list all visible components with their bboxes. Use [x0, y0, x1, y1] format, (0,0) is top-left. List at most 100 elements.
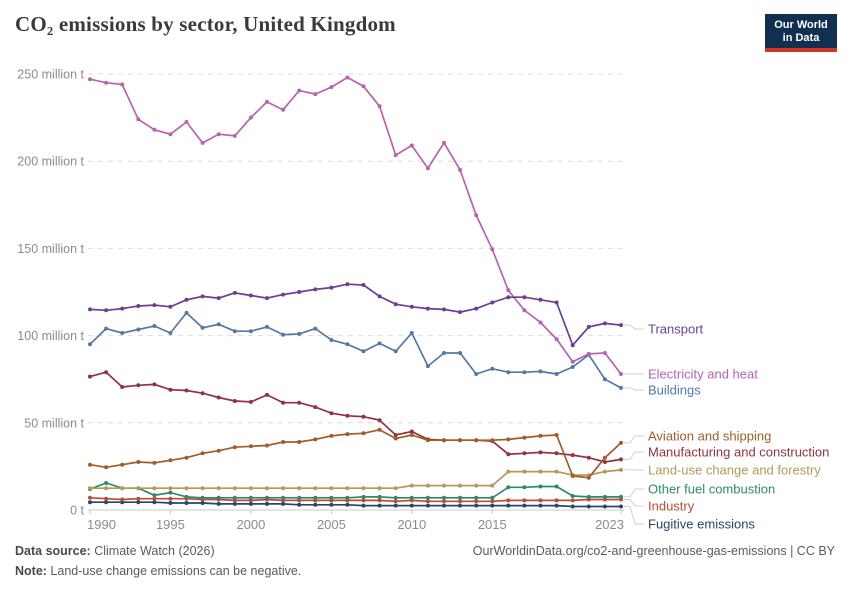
data-point-land-use-change-and-forestry-2012[interactable]: [442, 483, 446, 488]
data-point-buildings-2014[interactable]: [474, 372, 479, 376]
data-point-other-fuel-combustion-1995[interactable]: [168, 490, 173, 495]
data-point-land-use-change-and-forestry-2005[interactable]: [329, 486, 334, 491]
data-point-fugitive-emissions-2016[interactable]: [506, 503, 511, 508]
data-point-transport-2013[interactable]: [458, 310, 463, 315]
data-point-industry-2009[interactable]: [393, 499, 398, 504]
data-point-manufacturing-and-construction-2018[interactable]: [538, 450, 543, 455]
data-point-transport-2011[interactable]: [425, 306, 430, 311]
data-point-aviation-and-shipping-1996[interactable]: [184, 455, 189, 460]
data-point-aviation-and-shipping-2021[interactable]: [586, 475, 591, 480]
data-point-aviation-and-shipping-2007[interactable]: [361, 431, 366, 436]
data-point-transport-2012[interactable]: [442, 307, 446, 312]
legend-label-transport[interactable]: Transport: [648, 322, 704, 337]
data-point-aviation-and-shipping-1990[interactable]: [88, 462, 92, 467]
data-point-fugitive-emissions-1999[interactable]: [232, 501, 237, 506]
data-point-land-use-change-and-forestry-2015[interactable]: [490, 483, 495, 488]
data-point-aviation-and-shipping-2012[interactable]: [442, 438, 446, 443]
data-point-other-fuel-combustion-2002[interactable]: [281, 495, 286, 500]
data-point-transport-1997[interactable]: [200, 294, 205, 299]
data-point-buildings-2023[interactable]: [619, 385, 623, 390]
data-point-transport-2006[interactable]: [345, 282, 350, 287]
data-point-fugitive-emissions-2019[interactable]: [554, 503, 559, 508]
data-point-manufacturing-and-construction-2007[interactable]: [361, 414, 366, 419]
data-point-aviation-and-shipping-2014[interactable]: [474, 438, 479, 443]
data-point-transport-1990[interactable]: [88, 307, 92, 312]
data-point-buildings-2012[interactable]: [442, 351, 446, 355]
data-point-land-use-change-and-forestry-2011[interactable]: [425, 483, 430, 488]
data-point-fugitive-emissions-2011[interactable]: [425, 503, 430, 508]
data-point-transport-1999[interactable]: [232, 290, 237, 295]
data-point-aviation-and-shipping-1999[interactable]: [232, 445, 237, 450]
data-point-electricity-and-heat-2009[interactable]: [393, 153, 398, 158]
data-point-land-use-change-and-forestry-2003[interactable]: [297, 486, 302, 491]
data-point-aviation-and-shipping-2015[interactable]: [490, 438, 495, 443]
data-point-manufacturing-and-construction-2023[interactable]: [619, 457, 623, 462]
data-point-land-use-change-and-forestry-2007[interactable]: [361, 486, 366, 491]
data-point-aviation-and-shipping-2010[interactable]: [409, 433, 414, 437]
series-line-industry[interactable]: [89, 496, 621, 503]
data-point-transport-2004[interactable]: [313, 287, 318, 292]
data-point-aviation-and-shipping-2000[interactable]: [248, 444, 253, 449]
data-point-transport-2008[interactable]: [377, 294, 382, 299]
data-point-fugitive-emissions-2008[interactable]: [377, 503, 382, 508]
data-point-fugitive-emissions-2001[interactable]: [265, 501, 269, 506]
data-point-other-fuel-combustion-2007[interactable]: [361, 494, 366, 499]
data-point-industry-2017[interactable]: [522, 498, 527, 503]
data-point-aviation-and-shipping-2017[interactable]: [522, 435, 527, 440]
data-point-buildings-1995[interactable]: [168, 331, 173, 335]
data-point-land-use-change-and-forestry-2022[interactable]: [602, 469, 607, 474]
data-point-aviation-and-shipping-1993[interactable]: [136, 460, 141, 464]
data-point-electricity-and-heat-2002[interactable]: [281, 107, 286, 112]
data-point-electricity-and-heat-2015[interactable]: [490, 247, 495, 252]
data-point-electricity-and-heat-2017[interactable]: [522, 308, 527, 313]
data-point-buildings-2008[interactable]: [377, 341, 382, 346]
data-point-fugitive-emissions-2005[interactable]: [329, 502, 334, 507]
data-point-land-use-change-and-forestry-1995[interactable]: [168, 486, 173, 491]
data-point-fugitive-emissions-1997[interactable]: [200, 501, 205, 505]
series-line-transport[interactable]: [89, 283, 622, 347]
emissions-chart[interactable]: 0 t 50 million t 100 million t 150 million …: [0, 48, 850, 540]
data-point-buildings-2016[interactable]: [506, 370, 511, 375]
data-point-electricity-and-heat-1992[interactable]: [120, 82, 125, 87]
legend-label-aviation-and-shipping[interactable]: Aviation and shipping: [648, 429, 771, 444]
data-point-manufacturing-and-construction-2017[interactable]: [522, 451, 527, 456]
data-point-electricity-and-heat-2014[interactable]: [474, 213, 479, 218]
data-point-other-fuel-combustion-2010[interactable]: [409, 495, 414, 500]
data-point-land-use-change-and-forestry-1998[interactable]: [216, 486, 221, 491]
data-point-manufacturing-and-construction-1995[interactable]: [168, 387, 173, 392]
data-point-aviation-and-shipping-2002[interactable]: [281, 440, 286, 444]
data-point-transport-2014[interactable]: [474, 306, 479, 311]
data-point-other-fuel-combustion-2003[interactable]: [297, 495, 302, 500]
data-point-electricity-and-heat-2022[interactable]: [602, 351, 607, 355]
data-point-buildings-2007[interactable]: [361, 349, 366, 354]
data-point-other-fuel-combustion-2019[interactable]: [554, 484, 559, 489]
footer-link[interactable]: OurWorldinData.org/co2-and-greenhouse-ga…: [472, 544, 835, 558]
data-point-fugitive-emissions-2010[interactable]: [409, 503, 414, 508]
data-point-other-fuel-combustion-2006[interactable]: [345, 495, 350, 500]
data-point-transport-1996[interactable]: [184, 297, 189, 302]
series-line-fugitive-emissions[interactable]: [90, 501, 621, 508]
data-point-electricity-and-heat-1990[interactable]: [88, 77, 92, 82]
series-line-buildings[interactable]: [89, 311, 622, 389]
data-point-buildings-2018[interactable]: [538, 369, 543, 374]
data-point-fugitive-emissions-2013[interactable]: [458, 503, 463, 508]
data-point-electricity-and-heat-2011[interactable]: [425, 166, 430, 171]
data-point-buildings-1991[interactable]: [104, 326, 109, 331]
data-point-fugitive-emissions-1998[interactable]: [216, 501, 221, 506]
data-point-land-use-change-and-forestry-1999[interactable]: [232, 486, 237, 491]
data-point-other-fuel-combustion-2005[interactable]: [329, 495, 334, 500]
data-point-land-use-change-and-forestry-2013[interactable]: [458, 483, 463, 488]
data-point-transport-1995[interactable]: [168, 304, 173, 309]
data-point-other-fuel-combustion-2008[interactable]: [377, 494, 382, 499]
data-point-other-fuel-combustion-1997[interactable]: [200, 495, 205, 500]
data-point-aviation-and-shipping-1995[interactable]: [168, 458, 173, 463]
data-point-aviation-and-shipping-2001[interactable]: [265, 443, 269, 448]
data-point-aviation-and-shipping-2016[interactable]: [506, 437, 511, 442]
data-point-fugitive-emissions-2006[interactable]: [345, 502, 350, 507]
data-point-land-use-change-and-forestry-1996[interactable]: [184, 486, 189, 491]
data-point-aviation-and-shipping-1992[interactable]: [120, 462, 125, 467]
data-point-transport-2021[interactable]: [586, 324, 591, 329]
legend-label-buildings[interactable]: Buildings: [648, 383, 701, 398]
data-point-land-use-change-and-forestry-2017[interactable]: [522, 469, 527, 474]
data-point-other-fuel-combustion-1994[interactable]: [152, 493, 157, 498]
